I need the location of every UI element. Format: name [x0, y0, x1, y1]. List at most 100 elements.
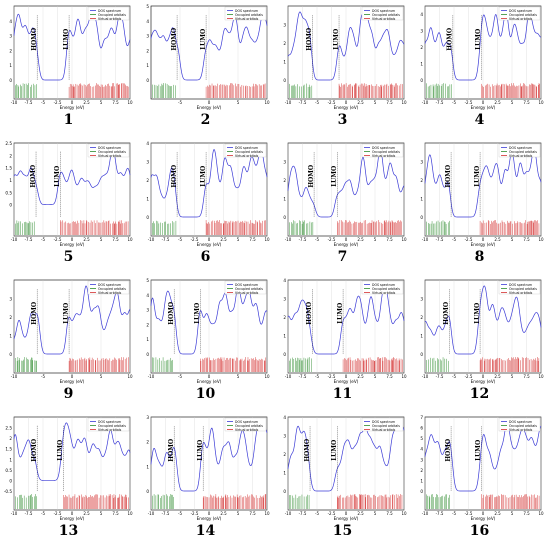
y-tick-label: 3	[146, 308, 149, 313]
homo-label: HOMO	[31, 28, 38, 51]
x-tick-label: -2.5	[328, 511, 336, 516]
panel-number-label: 6	[200, 249, 211, 265]
x-tick-label: -7.5	[299, 237, 307, 242]
x-tick-label: 5	[511, 100, 514, 105]
virtual-orbital-sticks	[337, 220, 402, 235]
x-tick-label: 10	[538, 511, 544, 516]
x-tick-label: -7.5	[299, 374, 307, 379]
x-tick-label: 5	[100, 237, 103, 242]
y-tick-label: 2	[146, 178, 149, 183]
x-tick-label: 10	[264, 100, 270, 105]
legend-entry-dos: DOS spectrum	[509, 283, 532, 287]
x-tick-label: -10	[285, 374, 292, 379]
legend-entry-virtual: Virtual orbitals	[98, 17, 122, 21]
x-tick-label: 5	[374, 511, 377, 516]
panel-number-label: 13	[58, 523, 79, 539]
y-tick-label: 5	[146, 278, 149, 283]
x-tick-label: -5	[178, 511, 182, 516]
x-tick-label: 5	[237, 100, 240, 105]
occupied-orbital-sticks	[15, 83, 37, 98]
x-axis-label: Energy (eV)	[60, 516, 85, 521]
legend-entry-occupied: Occupied orbitals	[372, 13, 400, 17]
legend-entry-virtual: Virtual orbitals	[372, 291, 396, 295]
y-tick-label: 2	[283, 41, 286, 46]
dos-curve	[287, 148, 405, 218]
legend-entry-virtual: Virtual orbitals	[235, 291, 259, 295]
legend-entry-dos: DOS spectrum	[98, 283, 121, 287]
lumo-label: LUMO	[63, 29, 70, 50]
dos-chart-16: 0 1 2 3 4 5 6 7 -10 -7.5 -5 -2.5 0 2.5 5 7.5 10 Energy (e…	[420, 415, 544, 521]
homo-label: HOMO	[447, 28, 454, 51]
legend-entry-dos: DOS spectrum	[372, 283, 395, 287]
panel-number-label: 8	[474, 249, 485, 265]
virtual-orbital-sticks	[342, 357, 403, 372]
dos-panel-14: 0 1 2 3 -10 -7.5 -5 -2.5 0 2.5 5 7.5 10 Energy (eV) HO…	[137, 411, 274, 548]
homo-label: HOMO	[304, 439, 311, 462]
x-tick-label: -5	[41, 374, 45, 379]
x-tick-label: -2.5	[465, 374, 473, 379]
homo-label: HOMO	[168, 302, 175, 325]
lumo-label: LUMO	[337, 303, 344, 324]
x-tick-label: 0	[71, 511, 74, 516]
homo-label: HOMO	[168, 439, 175, 462]
y-tick-label: 2	[9, 315, 12, 320]
virtual-orbital-sticks	[481, 83, 540, 98]
legend-entry-occupied: Occupied orbitals	[372, 287, 400, 291]
panel-number-label: 5	[63, 249, 74, 265]
y-tick-label: -0.5	[4, 489, 13, 494]
x-tick-label: 7.5	[249, 237, 256, 242]
occupied-orbital-sticks	[15, 357, 37, 372]
virtual-orbital-sticks	[68, 357, 129, 372]
dos-curve	[150, 422, 268, 492]
x-axis-label: Energy (eV)	[334, 105, 359, 110]
panel-number-label: 7	[337, 249, 348, 265]
y-tick-label: 1	[9, 334, 12, 339]
y-tick-label: 1	[146, 197, 149, 202]
x-tick-label: 0	[208, 511, 211, 516]
legend-entry-dos: DOS spectrum	[509, 420, 532, 424]
y-tick-label: 3	[9, 297, 12, 302]
y-tick-label: 4	[420, 12, 423, 17]
legend-entry-occupied: Occupied orbitals	[98, 287, 126, 291]
y-tick-label: 1	[420, 334, 423, 339]
occupied-orbital-sticks	[289, 494, 310, 509]
x-tick-label: -10	[285, 100, 292, 105]
dos-chart-6: 0 1 2 3 4 -10 -7.5 -5 -2.5 0 2.5 5 7.5 10 Energy (eV) H…	[146, 141, 270, 247]
lumo-label: LUMO	[197, 440, 204, 461]
panel-number-label: 14	[195, 523, 216, 539]
y-tick-label: 1	[420, 197, 423, 202]
x-tick-label: 10	[538, 237, 544, 242]
homo-label: HOMO	[30, 165, 37, 188]
x-tick-label: 0	[71, 237, 74, 242]
lumo-label: LUMO	[54, 166, 61, 187]
x-tick-label: 7.5	[386, 237, 393, 242]
y-tick-label: 3	[283, 434, 286, 439]
y-tick-label: 0	[283, 489, 286, 494]
legend-entry-dos: DOS spectrum	[235, 420, 258, 424]
x-tick-label: -5	[315, 100, 319, 105]
x-tick-label: -7.5	[299, 100, 307, 105]
x-axis-label: Energy (eV)	[471, 105, 496, 110]
x-tick-label: -10	[422, 374, 429, 379]
x-axis-label: Energy (eV)	[334, 242, 359, 247]
lumo-label: LUMO	[57, 440, 64, 461]
homo-label: HOMO	[171, 165, 178, 188]
x-tick-label: 5	[374, 237, 377, 242]
x-tick-label: -10	[148, 511, 155, 516]
x-axis-label: Energy (eV)	[197, 242, 222, 247]
x-tick-label: 5	[511, 374, 514, 379]
x-axis-label: Energy (eV)	[334, 379, 359, 384]
dos-panel-6: 0 1 2 3 4 -10 -7.5 -5 -2.5 0 2.5 5 7.5 10 Energy (eV) H…	[137, 137, 274, 274]
y-tick-label: 0	[9, 78, 12, 83]
lumo-label: LUMO	[200, 166, 207, 187]
x-tick-label: 5	[237, 237, 240, 242]
x-tick-label: 2.5	[357, 511, 364, 516]
homo-label: HOMO	[445, 439, 452, 462]
